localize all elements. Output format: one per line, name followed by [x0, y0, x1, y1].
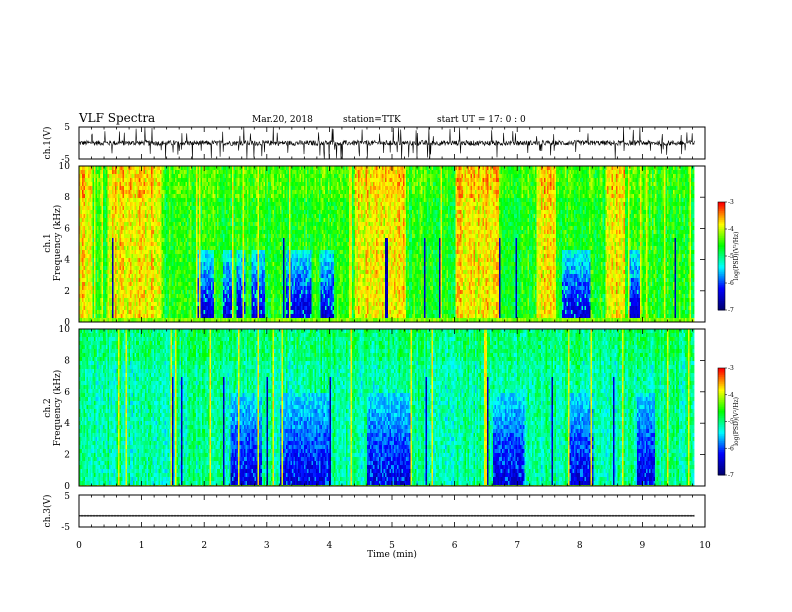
date-label: Mar.20, 2018 [252, 115, 313, 125]
station-label: station=TTK [343, 115, 401, 125]
y-tick-label: 10 [59, 162, 71, 172]
ch1-waveform-panel: ch.1(V) 5 -5 [42, 123, 705, 165]
y-tick-label: 4 [64, 256, 70, 266]
ch1-waveform-ylabel-group: ch.1(V) [42, 127, 53, 160]
ch1-spec-ylabel-line2: Frequency (kHz) [52, 205, 63, 282]
ch1-waveform-ylabel: ch.1(V) [42, 127, 53, 160]
start-time-label: start UT = 17: 0 : 0 [437, 115, 526, 125]
y-tick-label: 2 [64, 287, 70, 297]
figure-title: VLF Spectra [78, 111, 155, 125]
y-tick-label: 6 [64, 224, 70, 234]
ch1-ytick-top: 5 [64, 123, 70, 133]
waveform-trace [79, 127, 694, 160]
y-tick-label: 8 [64, 193, 70, 203]
ch1-spectrogram-image [79, 166, 694, 322]
ch1-spec-ylabel-line1: ch.1 [43, 233, 53, 252]
ch1-waveform-plot [79, 127, 694, 160]
